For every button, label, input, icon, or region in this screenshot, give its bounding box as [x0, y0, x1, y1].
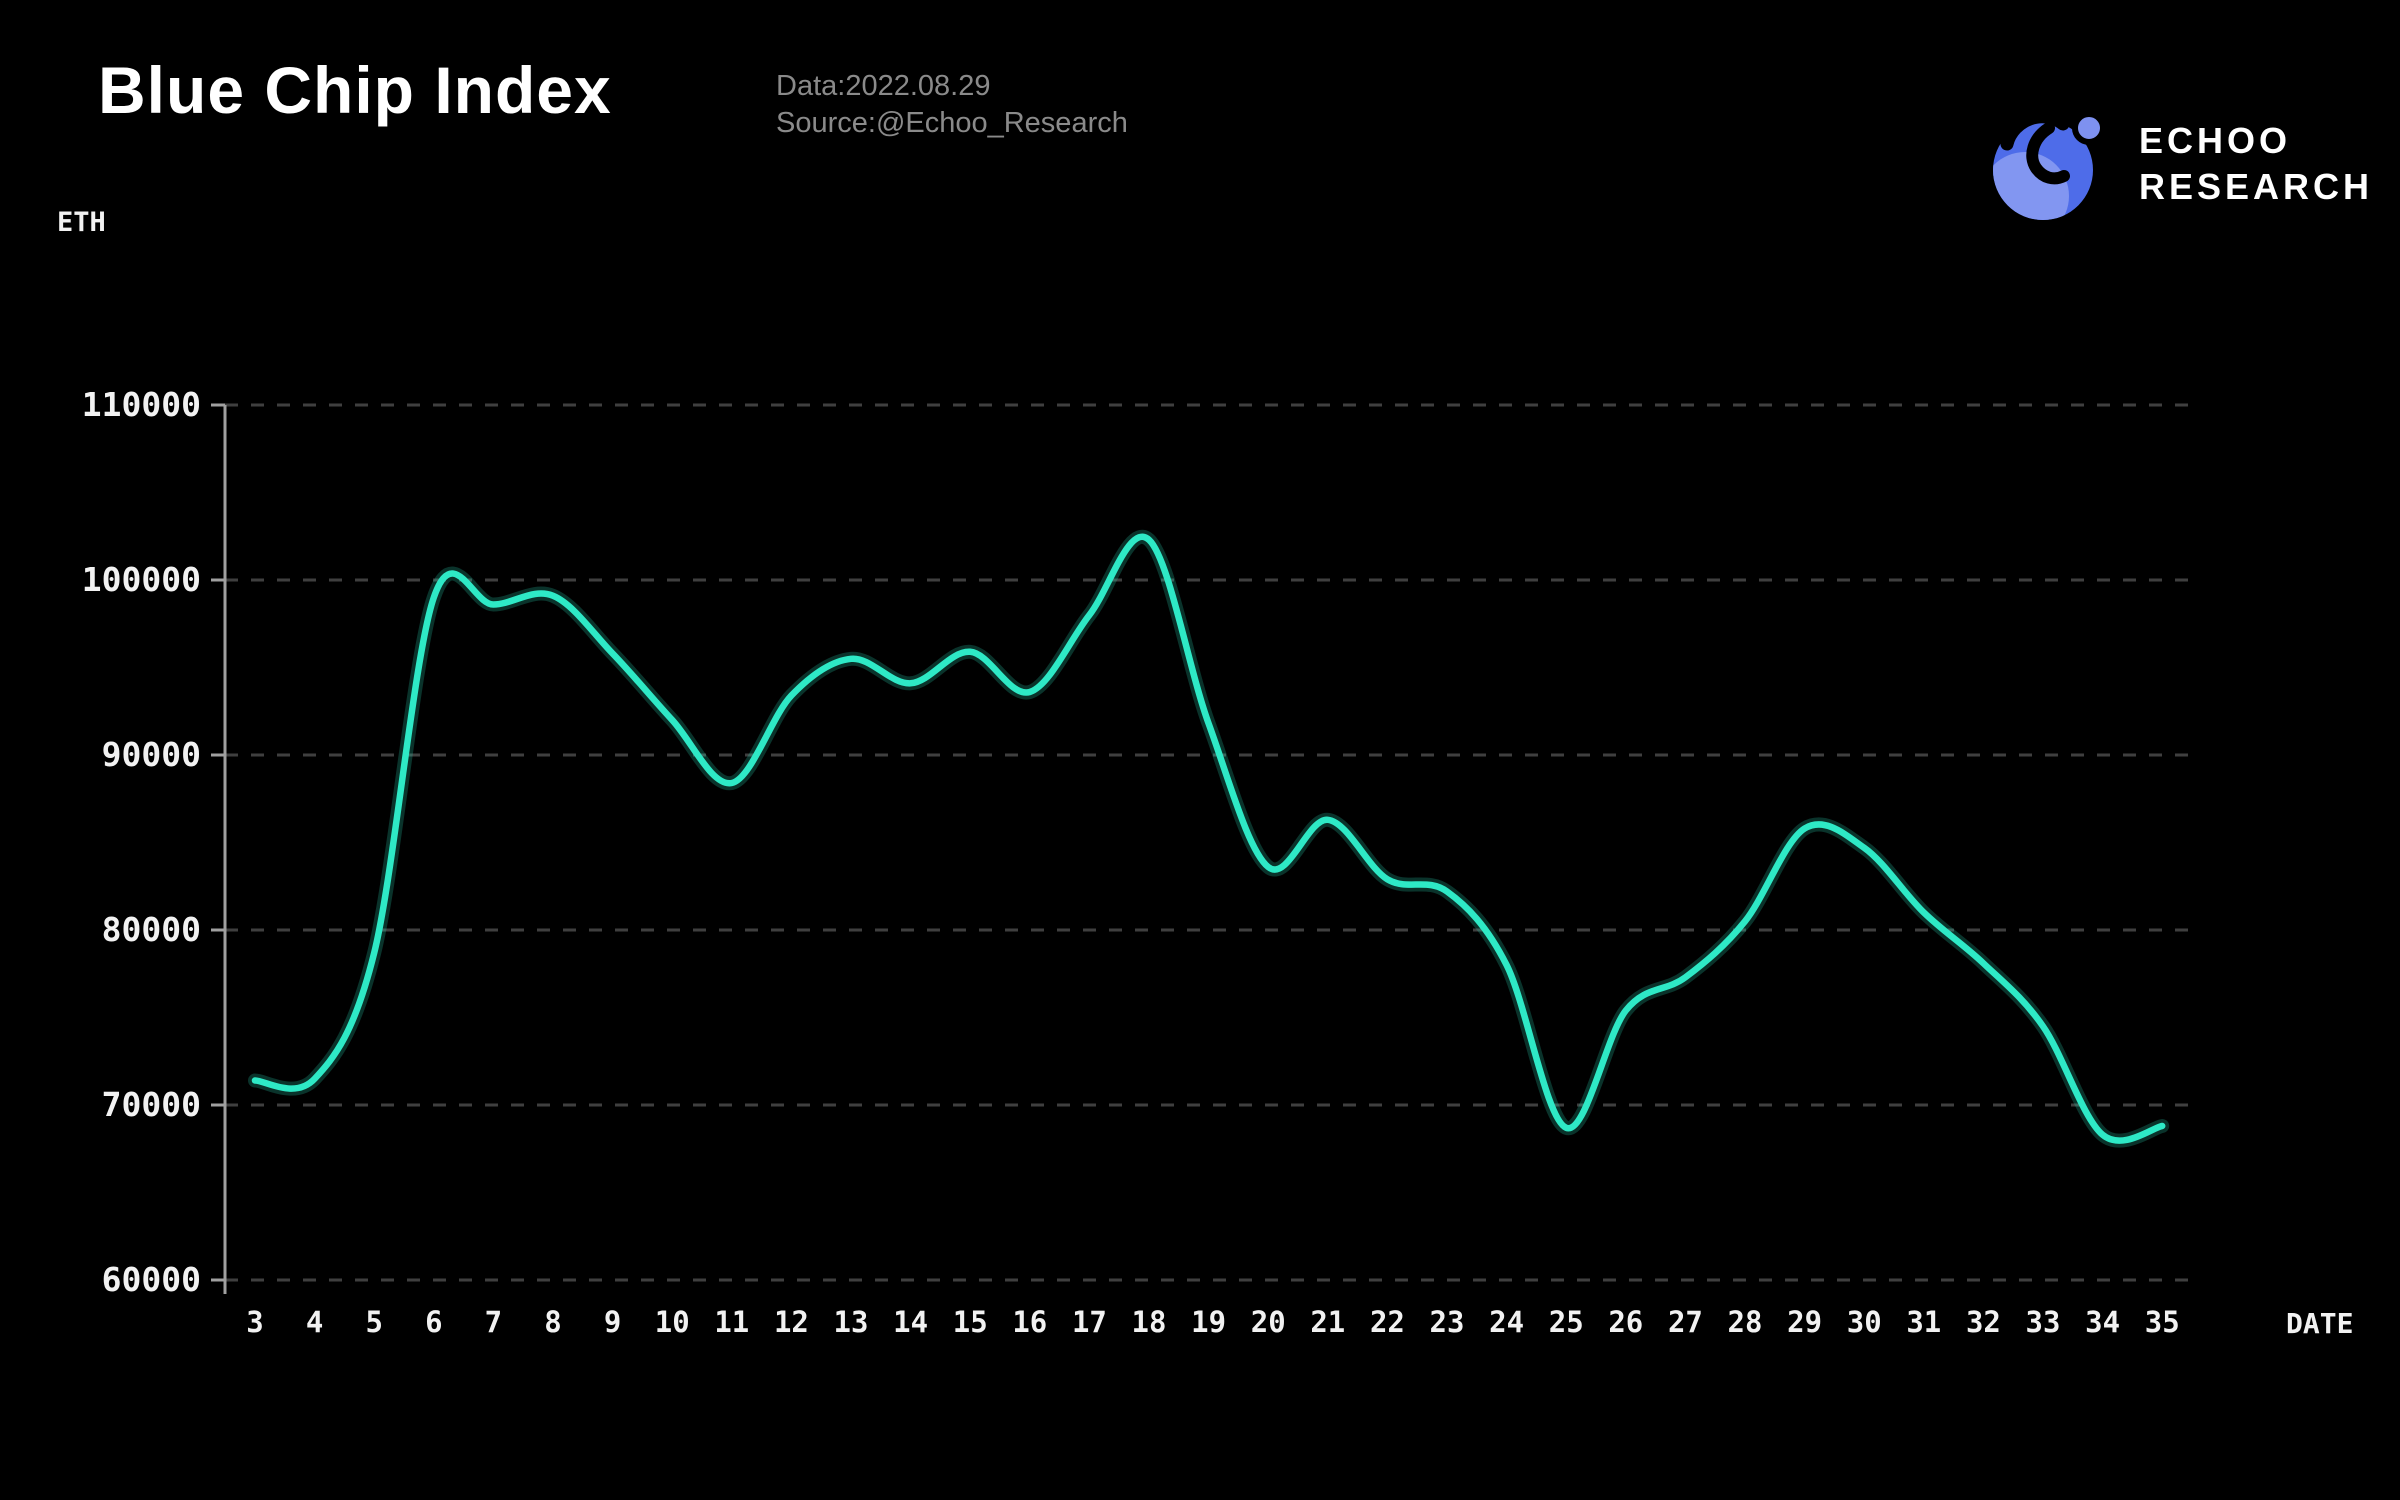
x-tick-label: 32: [1966, 1305, 2001, 1339]
echoo-logo: ECHOO RESEARCH: [1985, 98, 2373, 230]
x-tick-label: 26: [1608, 1305, 1643, 1339]
logo-text-line2: RESEARCH: [2139, 166, 2374, 207]
x-tick-label: 7: [485, 1305, 502, 1339]
y-tick-label: 100000: [82, 560, 201, 599]
x-tick-label: 33: [2026, 1305, 2061, 1339]
y-axis-title: ETH: [57, 207, 106, 238]
y-tick-label: 60000: [102, 1260, 201, 1299]
y-tick-label: 110000: [82, 385, 201, 424]
x-tick-label: 11: [714, 1305, 749, 1339]
data-date-label: Data:2022.08.29: [776, 70, 991, 102]
x-tick-label: 34: [2085, 1305, 2120, 1339]
x-tick-label: 6: [425, 1305, 442, 1339]
x-tick-label: 22: [1370, 1305, 1405, 1339]
x-tick-label: 19: [1191, 1305, 1226, 1339]
y-tick-label: 70000: [102, 1085, 201, 1124]
logo-text-line1: ECHOO: [2139, 120, 2292, 161]
series-line-glow: [248, 530, 2170, 1148]
x-tick-label: 10: [655, 1305, 690, 1339]
subtitle: Data:2022.08.29 Source:@Echoo_Research: [776, 68, 1128, 142]
x-tick-label: 20: [1251, 1305, 1286, 1339]
y-tick-label: 90000: [102, 735, 201, 774]
x-tick-label: 17: [1072, 1305, 1107, 1339]
page-title: Blue Chip Index: [98, 53, 612, 127]
y-tick-label: 80000: [102, 910, 201, 949]
x-tick-label: 3: [246, 1305, 263, 1339]
x-tick-label: 21: [1310, 1305, 1345, 1339]
source-label: Source:@Echoo_Research: [776, 107, 1128, 139]
x-tick-label: 16: [1012, 1305, 1047, 1339]
x-tick-label: 25: [1549, 1305, 1584, 1339]
x-tick-label: 5: [365, 1305, 382, 1339]
series-line: [251, 533, 2166, 1144]
x-tick-label: 4: [306, 1305, 323, 1339]
x-tick-label: 15: [953, 1305, 988, 1339]
x-tick-label: 8: [544, 1305, 561, 1339]
x-tick-label: 29: [1787, 1305, 1822, 1339]
x-tick-label: 23: [1430, 1305, 1465, 1339]
x-tick-label: 30: [1847, 1305, 1882, 1339]
logo-text: ECHOO RESEARCH: [2139, 118, 2373, 210]
x-tick-label: 14: [893, 1305, 928, 1339]
echoo-logo-icon: [1993, 110, 2106, 220]
x-tick-label: 18: [1132, 1305, 1167, 1339]
x-tick-label: 28: [1728, 1305, 1763, 1339]
x-tick-label: 27: [1668, 1305, 1703, 1339]
x-tick-label: 31: [1906, 1305, 1941, 1339]
x-tick-label: 35: [2145, 1305, 2180, 1339]
x-axis-title: DATE: [2286, 1307, 2353, 1340]
x-tick-label: 12: [774, 1305, 809, 1339]
x-tick-label: 9: [604, 1305, 621, 1339]
x-tick-label: 24: [1489, 1305, 1524, 1339]
x-tick-label: 13: [834, 1305, 869, 1339]
